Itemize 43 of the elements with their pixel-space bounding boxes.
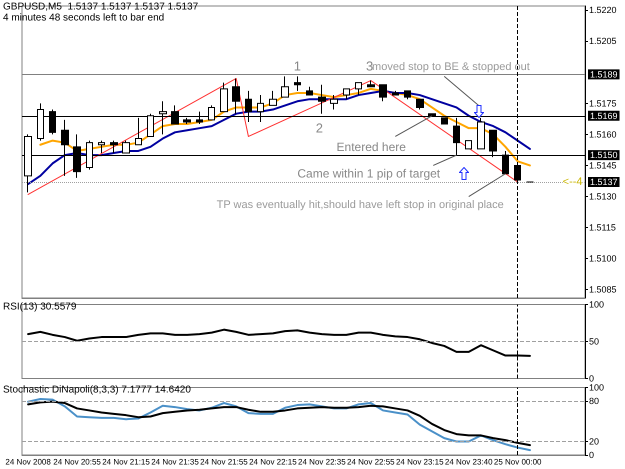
x-tick-label: 25 Nov 00:00 [494,458,542,466]
x-tick-label: 24 Nov 21:35 [151,458,200,466]
x-tick-label: 24 Nov 23:15 [396,458,444,466]
ref-line-label: 1.5137 [590,177,618,188]
ref-line-label: 1.5189 [590,69,618,80]
x-tick-label: 24 Nov 22:35 [298,458,346,466]
ref-line-label: 1.5150 [590,150,618,160]
y-tick-label: 80 [589,396,600,406]
chart-title: GBPUSD,M5 1.5137 1.5137 1.5137 1.5137 [3,2,199,12]
y-tick-label: 0 [589,450,594,460]
annotation: Entered here [336,140,406,154]
y-tick-label: 0 [589,374,594,384]
annotation: 2 [316,120,324,136]
y-tick-label: 1.5100 [589,254,617,264]
x-tick-label: 24 Nov 21:15 [102,458,150,466]
y-tick-label: 1.5175 [589,98,617,108]
chart-title: RSI(13) 30.5579 [3,302,77,312]
y-tick-label: 1.5130 [589,192,617,202]
text: 4 minutes 48 seconds left to bar end [3,12,164,24]
y-tick-label: 1.5085 [589,284,617,295]
chart-title: Stochastic DiNapoli(8,3,3) 7.1777 14.6420 [3,384,192,396]
x-tick-label: 24 Nov 21:55 [200,458,248,466]
y-tick-label: 100 [589,300,604,310]
y-tick-label: 1.5115 [589,222,616,233]
x-tick-label: 24 Nov 20:55 [53,458,102,466]
annotation: 3 [366,58,374,74]
y-tick-label: 50 [589,336,600,346]
y-tick-label: 100 [589,382,604,392]
annotation: moved stop to BE & stopped out [372,61,530,74]
y-tick-label: 1.5160 [589,129,617,140]
y-tick-label: 1.5145 [589,160,617,170]
text: <--4 [562,176,583,188]
ref-line-label: 1.5169 [590,110,618,121]
y-tick-label: 1.5205 [589,36,617,46]
annotation: TP was eventually hit,should have left stop in original place [216,198,504,211]
annotation: 1 [294,58,301,74]
annotation: Came within 1 pip of target [297,166,441,181]
y-tick-label: 1.5220 [589,5,617,16]
x-tick-label: 24 Nov 2008 [5,458,52,466]
x-tick-label: 24 Nov 23:40 [444,458,494,466]
x-tick-label: 24 Nov 22:55 [347,458,396,466]
y-tick-label: 20 [589,436,600,446]
x-tick-label: 24 Nov 22:15 [249,458,298,466]
